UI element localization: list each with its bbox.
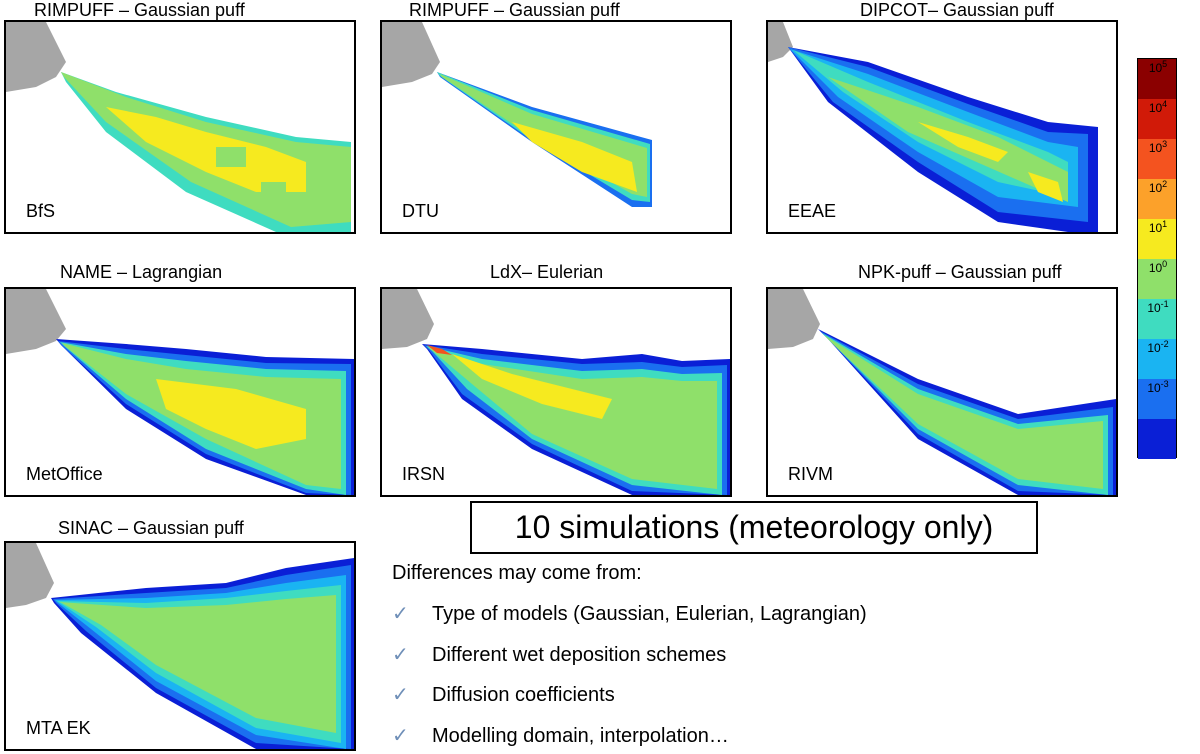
colorbar-label: 105	[1138, 59, 1178, 75]
plume-map-rivm-graphic	[768, 289, 1116, 495]
colorbar-label-base: 10	[1148, 61, 1163, 75]
colorbar-label-base: 10	[1148, 181, 1163, 195]
check-icon: ✓	[392, 603, 409, 625]
plume-map-dtu: DTU	[380, 20, 732, 234]
bullet-text: Modelling domain, interpolation…	[432, 725, 729, 747]
plume-map-bfs-graphic	[6, 22, 351, 232]
bullet-item: ✓ Diffusion coefficients	[392, 682, 615, 707]
panel-title: NPK-puff – Gaussian puff	[858, 262, 1062, 282]
organization-label: MTA EK	[26, 718, 91, 738]
colorbar-label-base: 10	[1147, 381, 1161, 395]
colorbar-label-exponent: 3	[1162, 139, 1168, 149]
bullet-text: Diffusion coefficients	[432, 684, 615, 706]
colorbar-segment	[1138, 339, 1176, 379]
plume-map-rivm: RIVM	[766, 287, 1118, 497]
organization-label: BfS	[26, 201, 56, 221]
differences-heading: Differences may come from:	[392, 562, 642, 584]
colorbar-label-base: 10	[1148, 101, 1163, 115]
colorbar: 105 104 103 102 101 100 10-1 10-2 10-3	[1137, 58, 1178, 459]
colorbar-label: 10-1	[1138, 299, 1178, 315]
panel-title: RIMPUFF – Gaussian puff	[409, 0, 620, 20]
colorbar-segment	[1138, 419, 1176, 459]
organization-label: MetOffice	[26, 464, 103, 484]
colorbar-segment	[1138, 179, 1176, 219]
panel-title: SINAC – Gaussian puff	[58, 518, 244, 538]
organization-label: DTU	[402, 201, 439, 221]
colorbar-segment	[1138, 99, 1176, 139]
plume-map-eeae-graphic	[768, 22, 1098, 232]
plume-map-bfs: BfS	[4, 20, 356, 234]
colorbar-label: 10-3	[1138, 379, 1178, 395]
bullet-text: Type of models (Gaussian, Eulerian, Lagr…	[432, 603, 867, 625]
headline-box: 10 simulations (meteorology only)	[470, 501, 1038, 554]
plume-map-dtu-graphic	[382, 22, 652, 207]
colorbar-segment	[1138, 299, 1176, 339]
colorbar-label-exponent: -1	[1160, 299, 1169, 309]
colorbar-segment	[1138, 139, 1176, 179]
colorbar-label-base: 10	[1148, 141, 1163, 155]
colorbar-label-exponent: 1	[1162, 219, 1168, 229]
colorbar-label: 103	[1138, 139, 1178, 155]
bullet-text: Different wet deposition schemes	[432, 644, 727, 666]
colorbar-label-exponent: -2	[1160, 339, 1169, 349]
plume-map-eeae: EEAE	[766, 20, 1118, 234]
plume-map-metoffice-graphic	[6, 289, 354, 495]
colorbar-label-base: 10	[1147, 341, 1161, 355]
colorbar-label-base: 10	[1148, 261, 1163, 275]
plume-map-mtaek: MTA EK	[4, 541, 356, 751]
check-icon: ✓	[392, 725, 409, 747]
colorbar-segment	[1138, 59, 1176, 99]
colorbar-label-exponent: 0	[1162, 259, 1168, 269]
check-icon: ✓	[392, 684, 409, 706]
colorbar-label-exponent: 2	[1162, 179, 1168, 189]
colorbar-label-exponent: 5	[1162, 59, 1168, 69]
organization-label: IRSN	[402, 464, 446, 484]
plume-map-irsn: IRSN	[380, 287, 732, 497]
colorbar-label-base: 10	[1147, 301, 1161, 315]
colorbar-segment	[1138, 219, 1176, 259]
colorbar-segment	[1138, 259, 1176, 299]
panel-title: LdX– Eulerian	[490, 262, 604, 282]
organization-label: RIVM	[788, 464, 833, 484]
panel-title: NAME – Lagrangian	[60, 262, 223, 282]
colorbar-label: 102	[1138, 179, 1178, 195]
check-icon: ✓	[392, 644, 409, 666]
colorbar-segment	[1138, 379, 1176, 419]
plume-map-metoffice: MetOffice	[4, 287, 356, 497]
plume-map-irsn-graphic	[382, 289, 730, 495]
bullet-item: ✓ Different wet deposition schemes	[392, 642, 726, 667]
colorbar-label-exponent: -3	[1160, 379, 1169, 389]
colorbar-label: 100	[1138, 259, 1178, 275]
bullet-item: ✓ Type of models (Gaussian, Eulerian, Lag…	[392, 601, 867, 626]
colorbar-label: 10-2	[1138, 339, 1178, 355]
plume-map-mtaek-graphic	[6, 543, 354, 749]
bullet-item: ✓ Modelling domain, interpolation…	[392, 723, 729, 748]
colorbar-label-base: 10	[1148, 221, 1163, 235]
colorbar-label: 104	[1138, 99, 1178, 115]
panel-title: RIMPUFF – Gaussian puff	[34, 0, 245, 20]
organization-label: EEAE	[788, 201, 837, 221]
colorbar-label: 101	[1138, 219, 1178, 235]
panel-title: DIPCOT– Gaussian puff	[860, 0, 1054, 20]
colorbar-label-exponent: 4	[1162, 99, 1168, 109]
